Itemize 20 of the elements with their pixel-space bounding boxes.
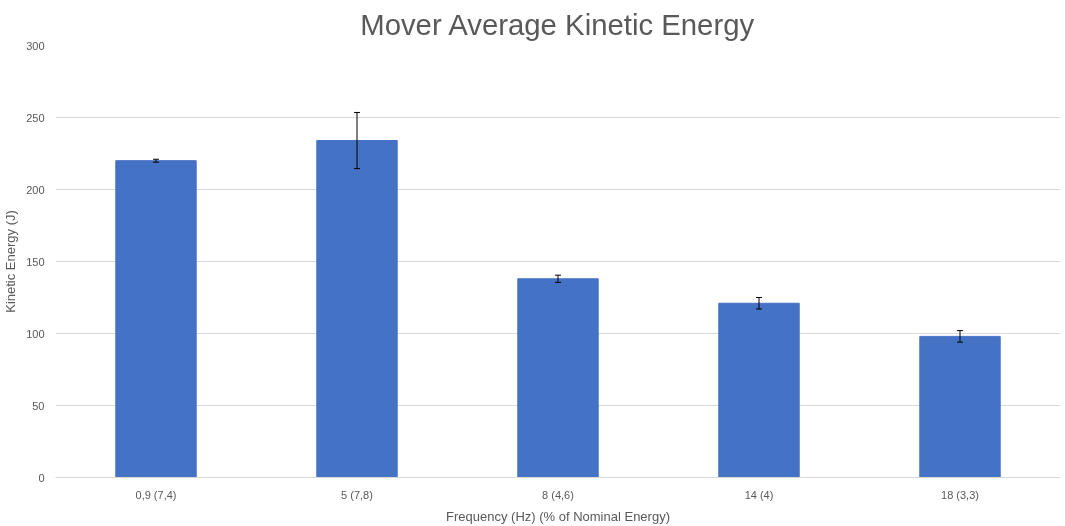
y-tick-label: 250 xyxy=(26,111,45,124)
x-tick-label: 18 (3,3) xyxy=(941,488,979,501)
bar xyxy=(718,302,800,478)
y-axis-title: Kinetic Energy (J) xyxy=(3,210,19,313)
x-axis-title: Frequency (Hz) (% of Nominal Energy) xyxy=(446,508,670,524)
y-tick-label: 300 xyxy=(26,39,45,52)
bar xyxy=(316,140,398,478)
x-tick-label: 5 (7,8) xyxy=(341,488,373,501)
y-tick-label: 200 xyxy=(26,183,45,196)
bar xyxy=(115,160,197,478)
y-tick-label: 50 xyxy=(32,399,45,412)
chart-title: Mover Average Kinetic Energy xyxy=(360,7,755,41)
x-tick-label: 0,9 (7,4) xyxy=(135,488,177,501)
bar xyxy=(919,335,1001,478)
y-tick-label: 100 xyxy=(26,327,45,340)
x-tick-label: 14 (4) xyxy=(744,488,774,501)
y-tick-label: 0 xyxy=(38,471,45,484)
bar xyxy=(517,278,599,478)
y-tick-label: 150 xyxy=(26,255,45,268)
x-tick-label: 8 (4,6) xyxy=(542,488,574,501)
